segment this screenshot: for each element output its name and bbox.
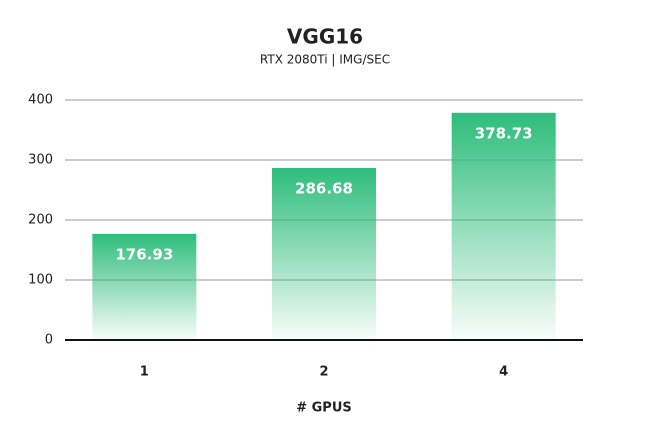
- x-tick-label: 4: [499, 365, 508, 380]
- value-label: 378.73: [475, 124, 533, 142]
- y-tick-label: 0: [45, 333, 53, 348]
- bar: [272, 167, 376, 340]
- y-tick-label: 400: [28, 93, 53, 108]
- bar: [92, 233, 197, 340]
- y-tick-label: 100: [28, 273, 53, 288]
- value-label: 286.68: [295, 179, 353, 197]
- bar: [451, 112, 556, 341]
- x-axis-label: # GPUS: [296, 401, 352, 416]
- chart-subtitle: RTX 2080Ti | IMG/SEC: [260, 53, 390, 67]
- y-tick-label: 200: [28, 213, 53, 228]
- value-label: 176.93: [115, 245, 173, 263]
- x-tick-label: 2: [319, 365, 328, 380]
- chart-title: VGG16: [287, 25, 363, 49]
- y-tick-label: 300: [28, 153, 53, 168]
- x-tick-label: 1: [140, 365, 149, 380]
